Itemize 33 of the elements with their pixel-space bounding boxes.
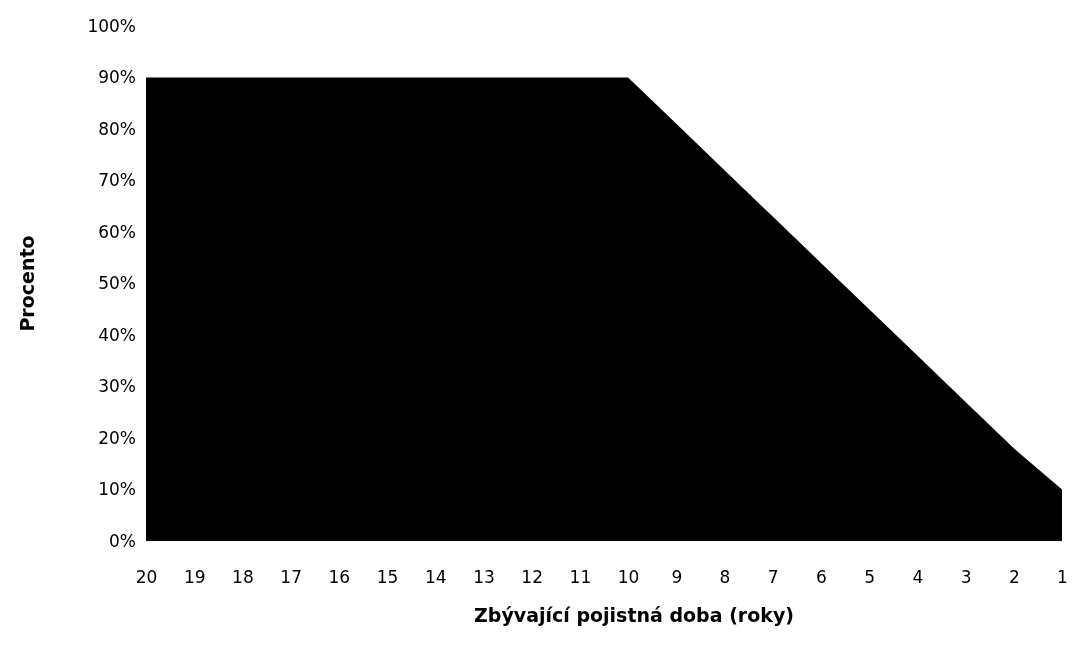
x-tick-label: 16 bbox=[328, 567, 351, 588]
x-tick-label: 4 bbox=[912, 567, 924, 588]
x-tick-label: 8 bbox=[719, 567, 731, 588]
x-tick-label: 7 bbox=[767, 567, 779, 588]
x-tick-label: 9 bbox=[671, 567, 683, 588]
x-tick-label: 3 bbox=[960, 567, 972, 588]
y-tick-label: 40% bbox=[98, 324, 136, 345]
y-tick-label: 90% bbox=[98, 67, 136, 88]
x-tick-label: 19 bbox=[183, 567, 206, 588]
x-tick-label: 17 bbox=[280, 567, 302, 588]
y-tick-label: 10% bbox=[98, 479, 136, 500]
y-tick-label: 100% bbox=[87, 15, 136, 36]
y-tick-label: 30% bbox=[98, 376, 136, 397]
x-tick-label: 20 bbox=[135, 567, 158, 588]
x-tick-label: 12 bbox=[521, 567, 543, 588]
x-tick-label: 2 bbox=[1008, 567, 1020, 588]
y-tick-label: 60% bbox=[98, 221, 136, 242]
y-axis-title: Procento bbox=[16, 235, 38, 332]
x-tick-label: 13 bbox=[473, 567, 495, 588]
x-tick-label: 6 bbox=[816, 567, 827, 588]
x-axis-title: Zbývající pojistná doba (roky) bbox=[474, 604, 794, 626]
y-tick-label: 0% bbox=[109, 530, 136, 551]
y-tick-label: 80% bbox=[98, 118, 136, 139]
x-tick-label: 15 bbox=[376, 567, 399, 588]
y-tick-label: 20% bbox=[98, 427, 136, 448]
x-tick-label: 18 bbox=[232, 567, 254, 588]
x-tick-label: 14 bbox=[424, 567, 447, 588]
y-tick-label: 50% bbox=[98, 273, 136, 294]
x-tick-label: 5 bbox=[864, 567, 876, 588]
y-tick-label: 70% bbox=[98, 170, 136, 191]
x-tick-label: 10 bbox=[617, 567, 640, 588]
x-tick-label: 1 bbox=[1057, 567, 1068, 588]
x-tick-label: 11 bbox=[569, 567, 592, 588]
